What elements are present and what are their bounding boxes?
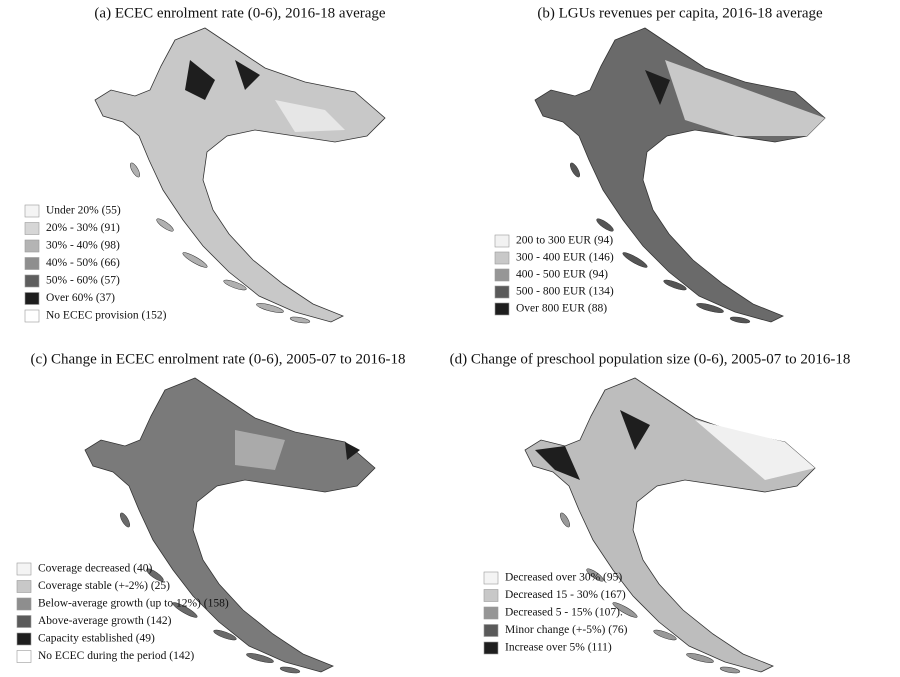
legend-swatch (494, 285, 510, 299)
legend-label: 20% - 30% (91) (46, 222, 120, 234)
legend-label: 30% - 40% (98) (46, 240, 120, 252)
panel-title: (b) LGUs revenues per capita, 2016-18 av… (537, 5, 823, 21)
legend-swatch (16, 615, 32, 628)
legend-label: 50% - 60% (57) (46, 275, 120, 287)
legend-label: Below-average growth (up to 12%) (158) (38, 598, 229, 610)
legend-label: 400 - 500 EUR (94) (516, 269, 608, 281)
legend-swatch (483, 606, 499, 620)
legend-swatch (494, 268, 510, 282)
panel-title: (a) ECEC enrolment rate (0-6), 2016-18 a… (94, 5, 385, 21)
legend-swatch (16, 562, 32, 576)
legend-label: No ECEC during the period (142) (38, 650, 194, 662)
legend-label: Above-average growth (142) (38, 615, 172, 627)
legend-swatch (24, 257, 40, 270)
panel-title: (d) Change of preschool population size … (450, 351, 851, 367)
legend-swatch (494, 302, 510, 316)
legend-swatch (494, 234, 510, 248)
legend-label: Over 60% (37) (46, 292, 115, 304)
legend-label: 500 - 800 EUR (134) (516, 286, 614, 298)
legend-swatch (483, 589, 499, 602)
legend-swatch (483, 571, 499, 585)
legend-label: Under 20% (55) (46, 205, 121, 217)
legend-label: No ECEC provision (152) (46, 310, 167, 322)
legend-swatch (24, 292, 40, 305)
legend-swatch (24, 309, 40, 323)
legend-label: 200 to 300 EUR (94) (516, 235, 613, 247)
legend-label: Capacity established (49) (38, 633, 155, 645)
legend-swatch (16, 650, 32, 663)
legend-label: 300 - 400 EUR (146) (516, 252, 614, 264)
legend-label: Over 800 EUR (88) (516, 303, 607, 315)
map-c (84, 377, 376, 675)
legend-label: Decreased over 30% (95) (505, 572, 622, 584)
legend-label: Coverage decreased (40) (38, 563, 152, 575)
legend-swatch (24, 274, 40, 288)
legend-label: 40% - 50% (66) (46, 257, 120, 269)
legend-swatch (16, 580, 32, 593)
legend-label: Minor change (+-5%) (76) (505, 624, 628, 636)
legend-label: Coverage stable (+-2%) (25) (38, 580, 170, 592)
legend-swatch (16, 632, 32, 646)
legend-swatch (24, 239, 40, 253)
legend-label: Increase over 5% (111) (505, 642, 612, 654)
legend-swatch (24, 204, 40, 218)
legend-swatch (24, 222, 40, 235)
legend-swatch (483, 624, 499, 637)
legend-label: Decreased 5 - 15% (107). (505, 607, 623, 619)
legend-label: Decreased 15 - 30% (167) (505, 589, 626, 601)
panel-title: (c) Change in ECEC enrolment rate (0-6),… (31, 351, 406, 367)
map-b (534, 27, 826, 325)
legend-swatch (483, 641, 499, 655)
map-a (94, 27, 386, 325)
map-d (524, 377, 816, 675)
legend-swatch (16, 597, 32, 611)
legend-swatch (494, 251, 510, 265)
